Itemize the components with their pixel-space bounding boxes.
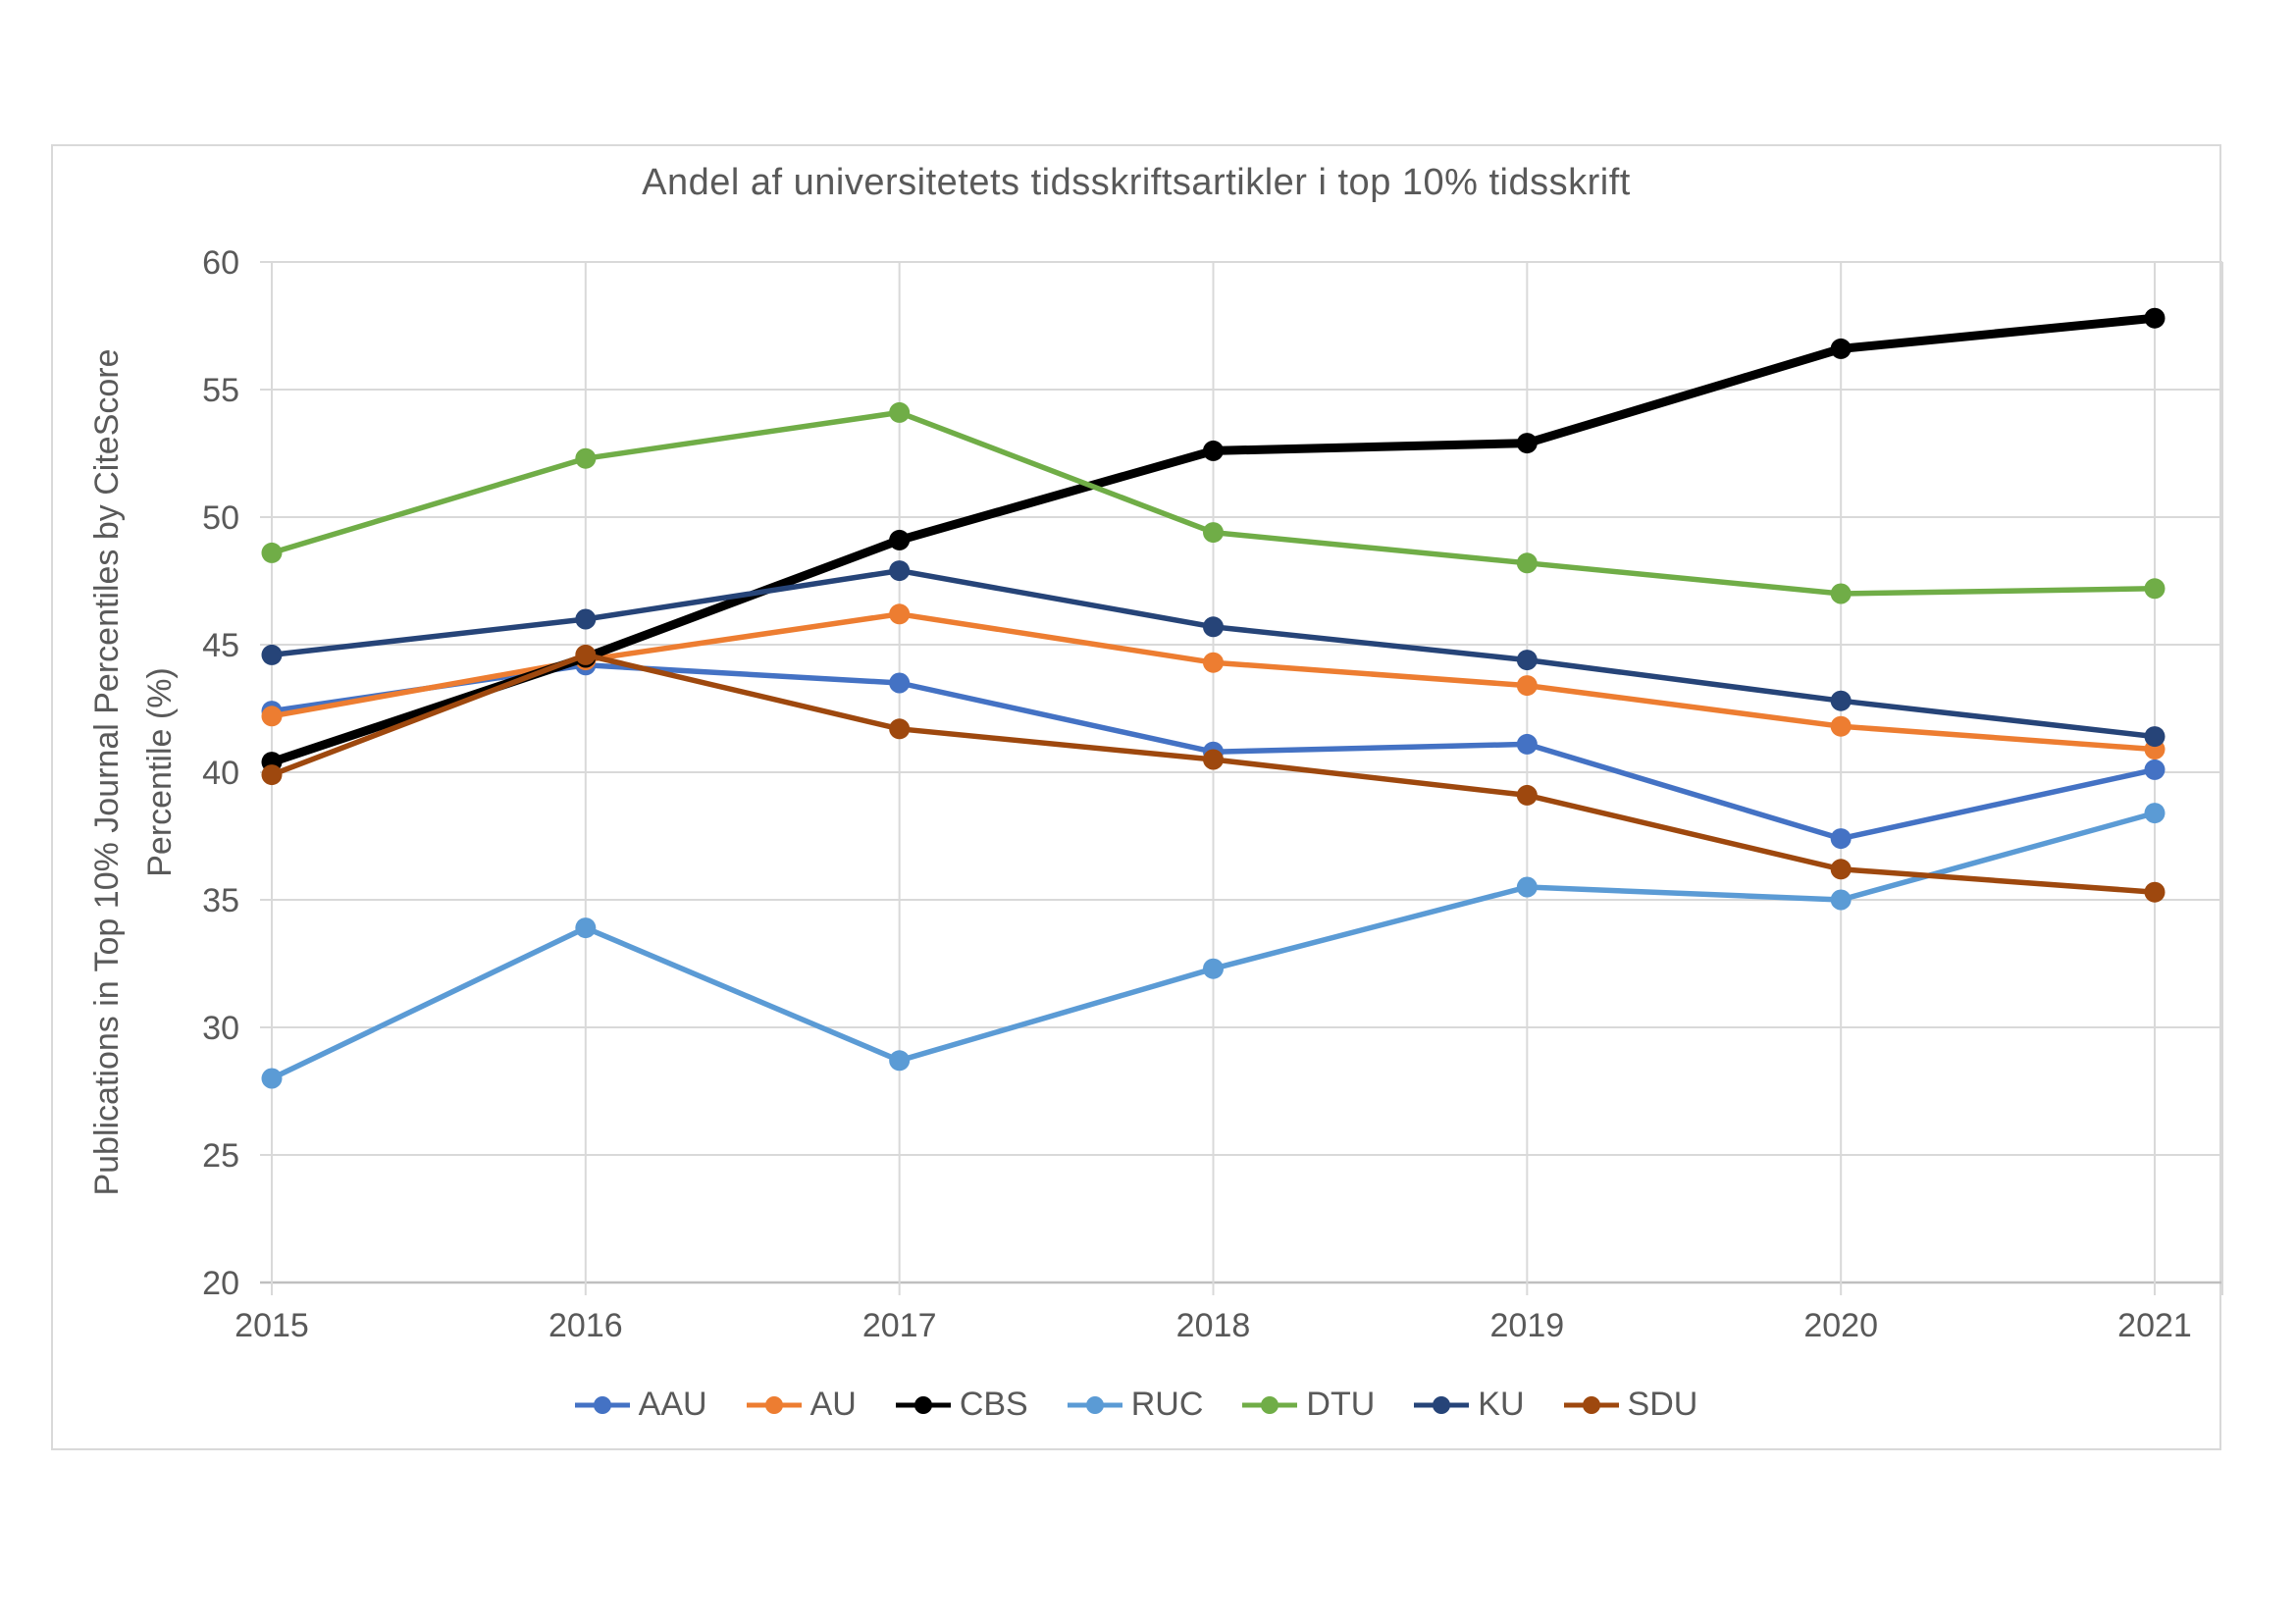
y-tick-label-25: 25 <box>202 1137 239 1175</box>
legend-item-CBS: CBS <box>895 1386 1028 1424</box>
x-tick-label-2016: 2016 <box>548 1307 623 1344</box>
data-point-AU-2020 <box>1830 715 1852 737</box>
data-point-DTU-2018 <box>1203 522 1224 544</box>
data-point-RUC-2020 <box>1830 889 1852 911</box>
data-point-DTU-2016 <box>575 447 597 469</box>
legend-marker-icon-AU <box>746 1395 802 1414</box>
data-point-AU-2019 <box>1516 675 1538 697</box>
y-tick-label-55: 55 <box>202 372 239 409</box>
legend-item-AAU: AAU <box>574 1386 707 1424</box>
data-point-SDU-2017 <box>889 718 911 740</box>
legend-label-CBS: CBS <box>959 1386 1028 1423</box>
legend-label-KU: KU <box>1478 1386 1525 1423</box>
y-tick-label-60: 60 <box>202 244 239 282</box>
chart-card <box>51 144 2221 1450</box>
y-tick-label-35: 35 <box>202 882 239 919</box>
data-point-SDU-2016 <box>575 644 597 665</box>
legend-marker-icon-KU <box>1414 1395 1470 1414</box>
legend-marker-icon-RUC <box>1067 1395 1122 1414</box>
legend-marker-icon-CBS <box>895 1395 951 1414</box>
data-point-RUC-2016 <box>575 917 597 939</box>
legend-item-KU: KU <box>1414 1386 1525 1424</box>
data-point-SDU-2021 <box>2144 881 2166 903</box>
data-point-RUC-2017 <box>889 1050 911 1072</box>
data-point-DTU-2021 <box>2144 578 2166 600</box>
legend-item-AU: AU <box>746 1386 857 1424</box>
data-point-RUC-2021 <box>2144 803 2166 824</box>
y-tick-label-30: 30 <box>202 1010 239 1047</box>
x-tick-label-2018: 2018 <box>1176 1307 1251 1344</box>
chart-legend: AAU AU CBS RUC DTU KU SDU <box>51 1386 2221 1424</box>
x-tick-label-2021: 2021 <box>2117 1307 2192 1344</box>
chart-title: Andel af universitetets tidsskriftsartik… <box>642 162 1631 203</box>
data-point-KU-2019 <box>1516 650 1538 671</box>
data-point-AAU-2021 <box>2144 759 2166 780</box>
data-point-AAU-2017 <box>889 672 911 694</box>
data-point-KU-2017 <box>889 560 911 582</box>
data-point-DTU-2019 <box>1516 552 1538 574</box>
legend-label-RUC: RUC <box>1130 1386 1204 1423</box>
data-point-CBS-2017 <box>889 529 911 550</box>
data-point-RUC-2015 <box>261 1068 283 1089</box>
x-tick-label-2017: 2017 <box>862 1307 937 1344</box>
data-point-KU-2016 <box>575 608 597 630</box>
legend-label-DTU: DTU <box>1306 1386 1376 1423</box>
x-tick-label-2020: 2020 <box>1803 1307 1878 1344</box>
data-point-KU-2020 <box>1830 690 1852 711</box>
data-point-SDU-2018 <box>1203 749 1224 770</box>
y-tick-label-45: 45 <box>202 627 239 664</box>
data-point-KU-2015 <box>261 644 283 665</box>
legend-marker-icon-DTU <box>1242 1395 1298 1414</box>
data-point-DTU-2015 <box>261 542 283 563</box>
data-point-AU-2017 <box>889 603 911 625</box>
x-tick-label-2019: 2019 <box>1490 1307 1565 1344</box>
data-point-AU-2015 <box>261 706 283 727</box>
data-point-SDU-2020 <box>1830 859 1852 880</box>
data-point-CBS-2019 <box>1516 433 1538 454</box>
y-tick-label-20: 20 <box>202 1265 239 1302</box>
data-point-KU-2021 <box>2144 726 2166 748</box>
data-point-RUC-2019 <box>1516 876 1538 898</box>
data-point-DTU-2020 <box>1830 583 1852 604</box>
y-tick-label-40: 40 <box>202 755 239 792</box>
legend-label-AAU: AAU <box>638 1386 707 1423</box>
data-point-RUC-2018 <box>1203 958 1224 979</box>
y-tick-label-50: 50 <box>202 499 239 537</box>
legend-marker-icon-AAU <box>574 1395 630 1414</box>
data-point-AU-2018 <box>1203 652 1224 673</box>
data-point-AAU-2019 <box>1516 733 1538 755</box>
data-point-CBS-2018 <box>1203 440 1224 461</box>
data-point-SDU-2019 <box>1516 784 1538 806</box>
data-point-DTU-2017 <box>889 401 911 423</box>
data-point-SDU-2015 <box>261 764 283 786</box>
data-point-AAU-2020 <box>1830 828 1852 850</box>
x-tick-label-2015: 2015 <box>235 1307 309 1344</box>
legend-marker-icon-SDU <box>1563 1395 1619 1414</box>
legend-label-AU: AU <box>809 1386 857 1423</box>
legend-item-SDU: SDU <box>1563 1386 1698 1424</box>
legend-item-RUC: RUC <box>1067 1386 1204 1424</box>
data-point-CBS-2021 <box>2144 307 2166 329</box>
legend-item-DTU: DTU <box>1242 1386 1375 1424</box>
data-point-KU-2018 <box>1203 616 1224 638</box>
data-point-CBS-2020 <box>1830 338 1852 359</box>
legend-label-SDU: SDU <box>1627 1386 1698 1423</box>
